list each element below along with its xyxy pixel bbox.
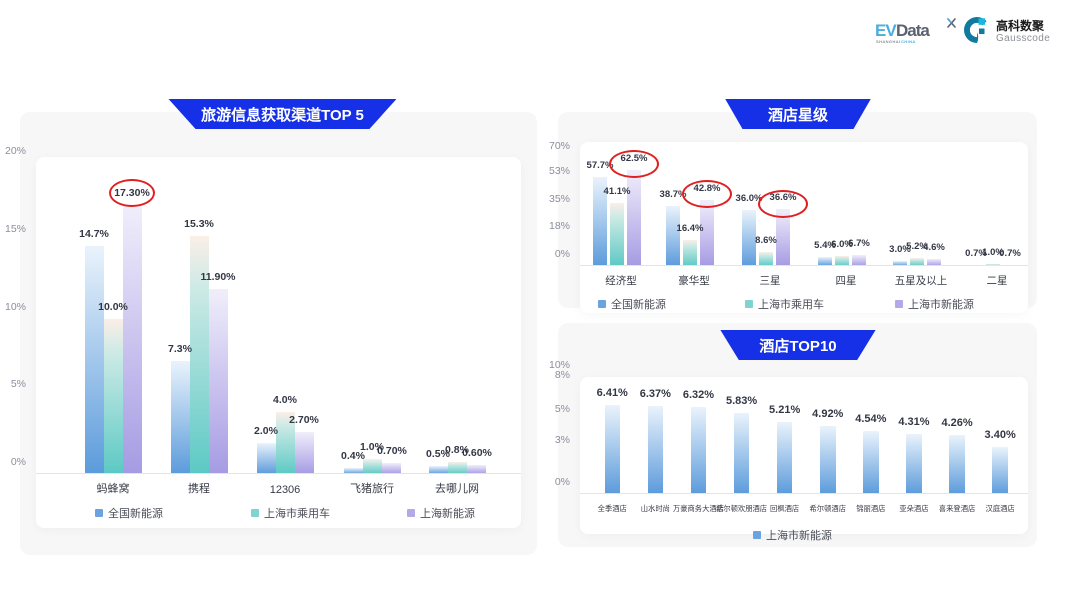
- svg-text:CHINA: CHINA: [901, 39, 916, 44]
- svg-text:EV: EV: [875, 21, 897, 40]
- svg-text:Data: Data: [896, 21, 930, 40]
- svg-text:SHANGHAI: SHANGHAI: [876, 39, 901, 44]
- svg-text:高科数聚: 高科数聚: [996, 18, 1045, 33]
- svg-text:Gausscode: Gausscode: [996, 33, 1050, 44]
